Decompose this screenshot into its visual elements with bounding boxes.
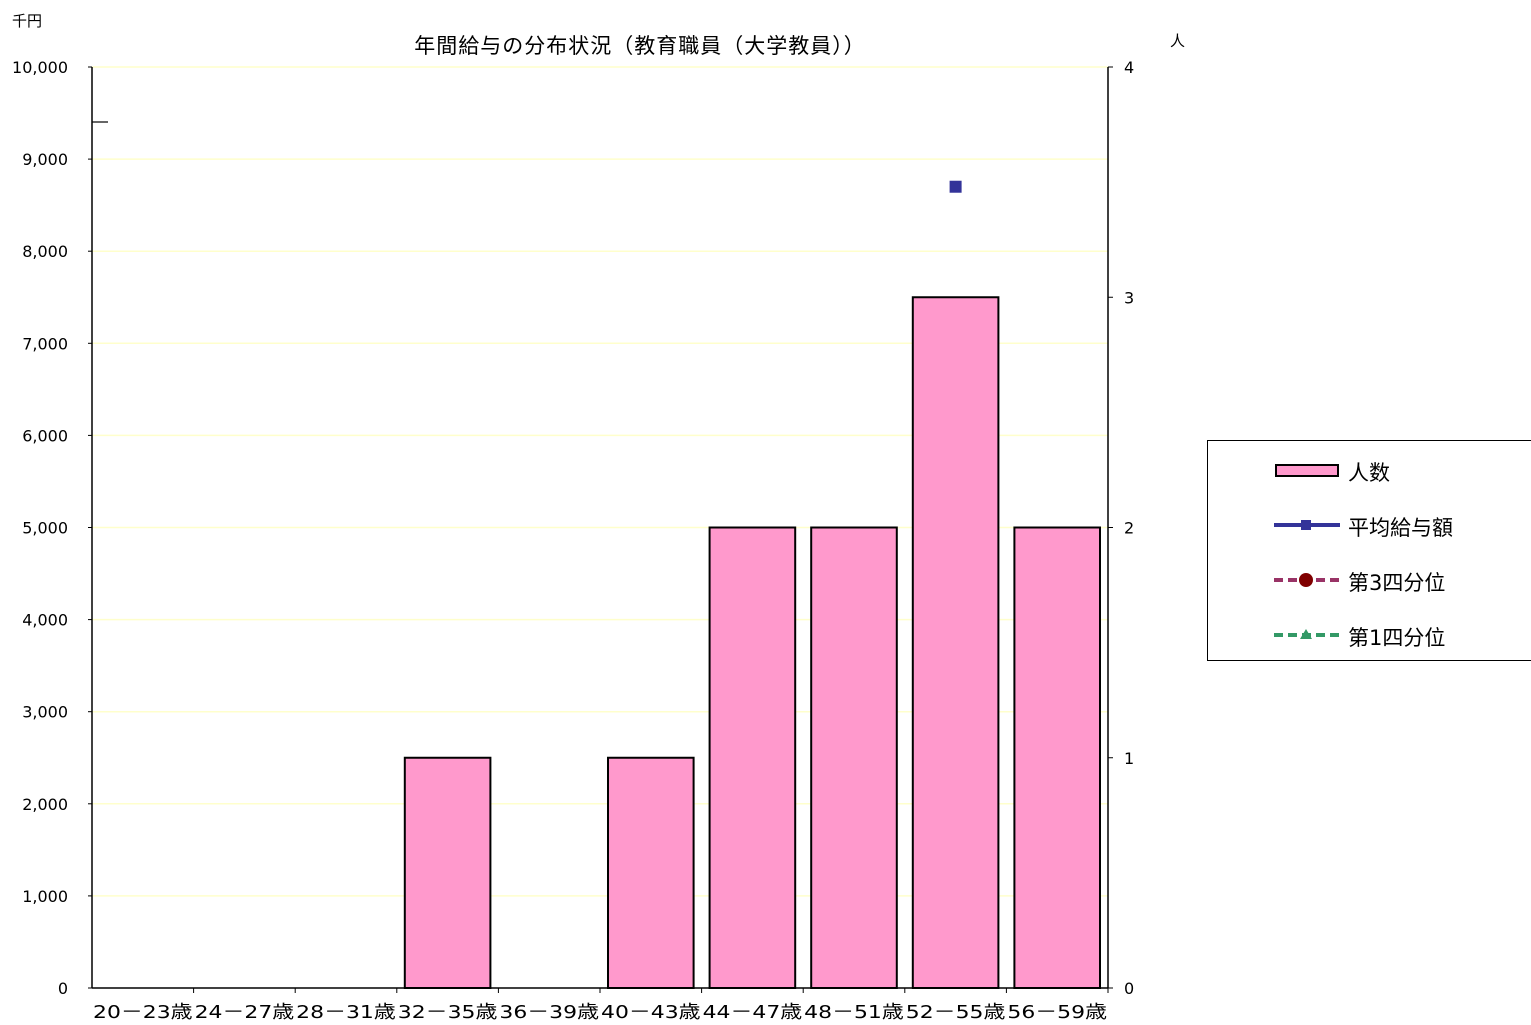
legend-square-marker-icon [1274,520,1340,530]
left-tick-label: 2,000 [22,795,68,814]
bar [911,296,1000,989]
x-tick-label: 44－47歳 [703,1002,803,1023]
left-tick-label: 7,000 [22,334,68,353]
bar-series [403,296,1102,989]
legend-label: 人数 [1348,461,1390,485]
right-tick-label: 3 [1124,288,1134,307]
bar [403,756,492,989]
right-tick-label: 4 [1124,58,1134,77]
legend-circle-marker-icon [1274,573,1340,587]
legend-item-q3: 第3四分位 [1274,565,1531,595]
legend-item-q1: 第1四分位 [1274,620,1531,650]
x-tick-label: 20－23歳 [93,1002,193,1023]
x-tick-label: 56－59歳 [1007,1002,1107,1023]
bar [607,756,695,989]
left-tick-label: 4,000 [22,611,68,630]
x-tick-label: 36－39歳 [499,1002,599,1023]
left-tick-label: 0 [58,979,68,998]
bar [810,526,898,989]
legend-label: 平均給与額 [1348,516,1453,540]
legend-bar-swatch [1275,464,1339,477]
left-axis-unit: 千円 [12,12,43,30]
chart-title: 年間給与の分布状況（教育職員（大学教員）） [414,34,866,58]
bar [708,526,797,989]
left-tick-label: 3,000 [22,703,68,722]
x-tick-label: 52－55歳 [906,1002,1006,1023]
left-tick-label: 5,000 [22,519,68,538]
gridlines [92,66,1108,897]
x-tick-label: 24－27歳 [195,1002,295,1023]
right-axis-ticks: 0 1 2 3 4 [1108,58,1134,998]
x-tick-label: 48－51歳 [804,1002,904,1023]
legend-label: 第1四分位 [1348,626,1446,650]
right-axis-unit: 人 [1170,32,1186,50]
right-tick-label: 0 [1124,979,1134,998]
legend-triangle-marker-icon [1274,629,1340,639]
x-tick-label: 32－35歳 [398,1002,498,1023]
bar [1013,526,1102,989]
legend-item-count: 人数 [1274,455,1531,485]
x-tick-label: 28－31歳 [296,1002,396,1023]
right-tick-label: 2 [1124,519,1134,538]
x-axis-ticks: 20－23歳 24－27歳 28－31歳 32－35歳 36－39歳 40－43歳 44－4… [93,988,1109,1023]
average-salary-point [949,180,962,193]
left-tick-label: 1,000 [22,887,68,906]
line-series-points [949,180,962,193]
left-tick-label: 10,000 [12,58,68,77]
legend: 人数 平均給与額 第3四分位 第1四分位 [1207,440,1531,661]
left-tick-label: 9,000 [22,150,68,169]
right-tick-label: 1 [1124,749,1134,768]
legend-item-average: 平均給与額 [1274,510,1531,540]
left-axis-ticks: 0 1,000 2,000 3,000 4,000 5,000 6,000 7,000 8,00… [12,58,92,998]
x-tick-label: 40－43歳 [601,1002,701,1023]
left-tick-label: 8,000 [22,242,68,261]
legend-label: 第3四分位 [1348,571,1446,595]
left-tick-label: 6,000 [22,426,68,445]
